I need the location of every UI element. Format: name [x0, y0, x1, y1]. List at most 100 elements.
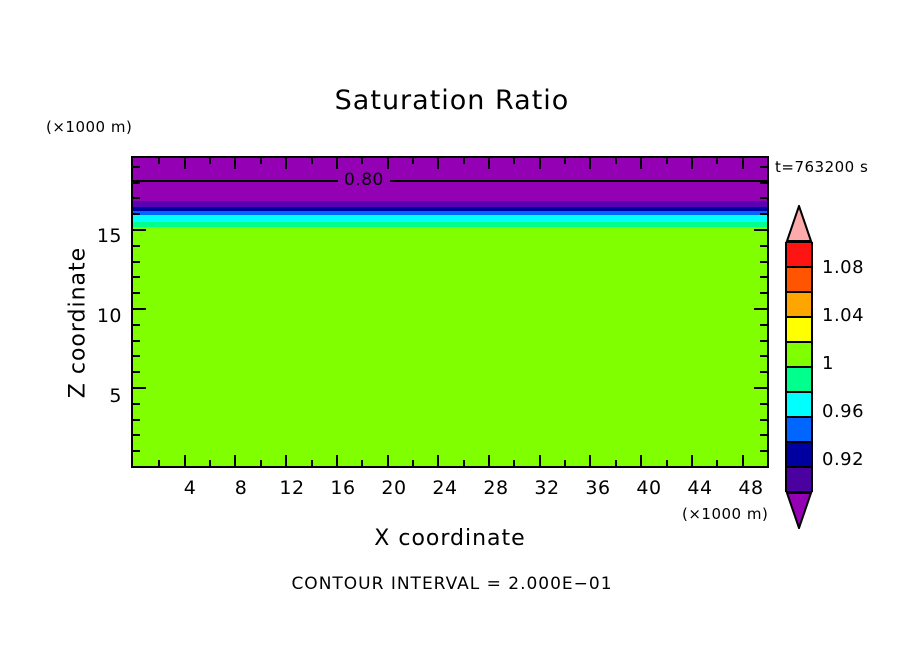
xtick-top-16 [335, 158, 338, 169]
xtick-label-28: 28 [483, 477, 509, 499]
contour-band-top-purple [133, 158, 767, 180]
colorbar-label-3: 0.96 [822, 401, 865, 422]
ytick-label-15: 15 [96, 225, 122, 247]
colorbar-box-7 [785, 417, 813, 442]
ytick-right-1 [760, 450, 767, 453]
xtick-bottom-32 [538, 455, 541, 466]
colorbar[interactable] [785, 202, 813, 532]
xtick-bottom-48 [741, 455, 744, 466]
colorbar-min-arrow [785, 492, 813, 532]
xtick-top-4 [183, 158, 186, 169]
y-axis-unit-label: (×1000 m) [46, 118, 133, 136]
xtick-top-28 [488, 158, 491, 169]
ytick-right-2 [760, 434, 767, 437]
xtick-label-20: 20 [381, 477, 407, 499]
ytick-right-4 [760, 402, 767, 405]
contour-band-mid-purple [133, 180, 767, 201]
ytick-right-19 [760, 165, 767, 168]
x-axis-unit-label: (×1000 m) [682, 505, 769, 523]
ytick-right-5 [754, 387, 767, 390]
colorbar-box-0 [785, 242, 813, 267]
xtick-bottom-4 [183, 455, 186, 466]
xtick-top-40 [640, 158, 643, 169]
contour-plot-area[interactable]: 0.80 [131, 156, 769, 468]
ytick-left-7 [133, 355, 140, 358]
xtick-bottom-30 [513, 460, 516, 466]
contour-label-0-80: 0.80 [338, 172, 390, 189]
ytick-right-17 [760, 197, 767, 200]
ytick-left-18 [133, 181, 140, 184]
xtick-label-24: 24 [432, 477, 458, 499]
xtick-top-10 [259, 158, 262, 164]
ytick-left-9 [133, 323, 140, 326]
xtick-top-12 [285, 158, 288, 169]
ytick-left-3 [133, 418, 140, 421]
ytick-left-1 [133, 450, 140, 453]
ytick-left-2 [133, 434, 140, 437]
ytick-right-12 [760, 276, 767, 279]
xtick-bottom-28 [488, 455, 491, 466]
contour-band-spring-green [133, 222, 767, 227]
xtick-bottom-38 [614, 460, 617, 466]
ytick-left-16 [133, 213, 140, 216]
contour-band-green-field [133, 227, 767, 466]
ytick-right-16 [760, 213, 767, 216]
xtick-top-18 [361, 158, 364, 164]
x-axis-title: X coordinate [374, 526, 526, 551]
contour-band-navy [133, 207, 767, 211]
ytick-right-8 [760, 339, 767, 342]
xtick-label-32: 32 [534, 477, 560, 499]
ytick-left-14 [133, 244, 140, 247]
xtick-bottom-40 [640, 455, 643, 466]
xtick-top-24 [437, 158, 440, 169]
xtick-bottom-24 [437, 455, 440, 466]
colorbar-label-1: 1.04 [822, 305, 865, 326]
xtick-bottom-34 [564, 460, 567, 466]
xtick-bottom-14 [310, 460, 313, 466]
xtick-top-48 [741, 158, 744, 169]
ytick-left-8 [133, 339, 140, 342]
xtick-bottom-36 [589, 455, 592, 466]
contour-line-0-80 [133, 180, 767, 182]
xtick-bottom-18 [361, 460, 364, 466]
xtick-top-34 [564, 158, 567, 164]
ytick-left-12 [133, 276, 140, 279]
ytick-right-7 [760, 355, 767, 358]
ytick-right-18 [760, 181, 767, 184]
xtick-top-6 [209, 158, 212, 164]
xtick-bottom-20 [386, 455, 389, 466]
colorbar-max-arrow [785, 202, 813, 242]
colorbar-box-4 [785, 342, 813, 367]
xtick-top-38 [614, 158, 617, 164]
xtick-bottom-10 [259, 460, 262, 466]
xtick-top-42 [665, 158, 668, 164]
ytick-right-15 [754, 229, 767, 232]
xtick-label-44: 44 [687, 477, 713, 499]
xtick-top-14 [310, 158, 313, 164]
xtick-top-22 [411, 158, 414, 164]
xtick-label-4: 4 [183, 477, 197, 499]
xtick-bottom-42 [665, 460, 668, 466]
xtick-label-8: 8 [234, 477, 248, 499]
xtick-label-48: 48 [738, 477, 764, 499]
ytick-left-10 [133, 308, 146, 311]
xtick-bottom-8 [234, 455, 237, 466]
xtick-top-46 [716, 158, 719, 164]
contour-band-cyan [133, 215, 767, 222]
ytick-right-9 [760, 323, 767, 326]
ytick-right-11 [760, 292, 767, 295]
timestamp-label: t=763200 s [775, 158, 869, 176]
contour-band-blue [133, 211, 767, 215]
colorbar-box-1 [785, 267, 813, 292]
ytick-right-10 [754, 308, 767, 311]
ytick-left-4 [133, 402, 140, 405]
ytick-left-19 [133, 165, 140, 168]
colorbar-box-5 [785, 367, 813, 392]
colorbar-label-0: 1.08 [822, 257, 865, 278]
xtick-bottom-46 [716, 460, 719, 466]
xtick-bottom-22 [411, 460, 414, 466]
colorbar-box-2 [785, 292, 813, 317]
xtick-bottom-16 [335, 455, 338, 466]
ytick-right-6 [760, 371, 767, 374]
ytick-label-10: 10 [96, 305, 122, 327]
